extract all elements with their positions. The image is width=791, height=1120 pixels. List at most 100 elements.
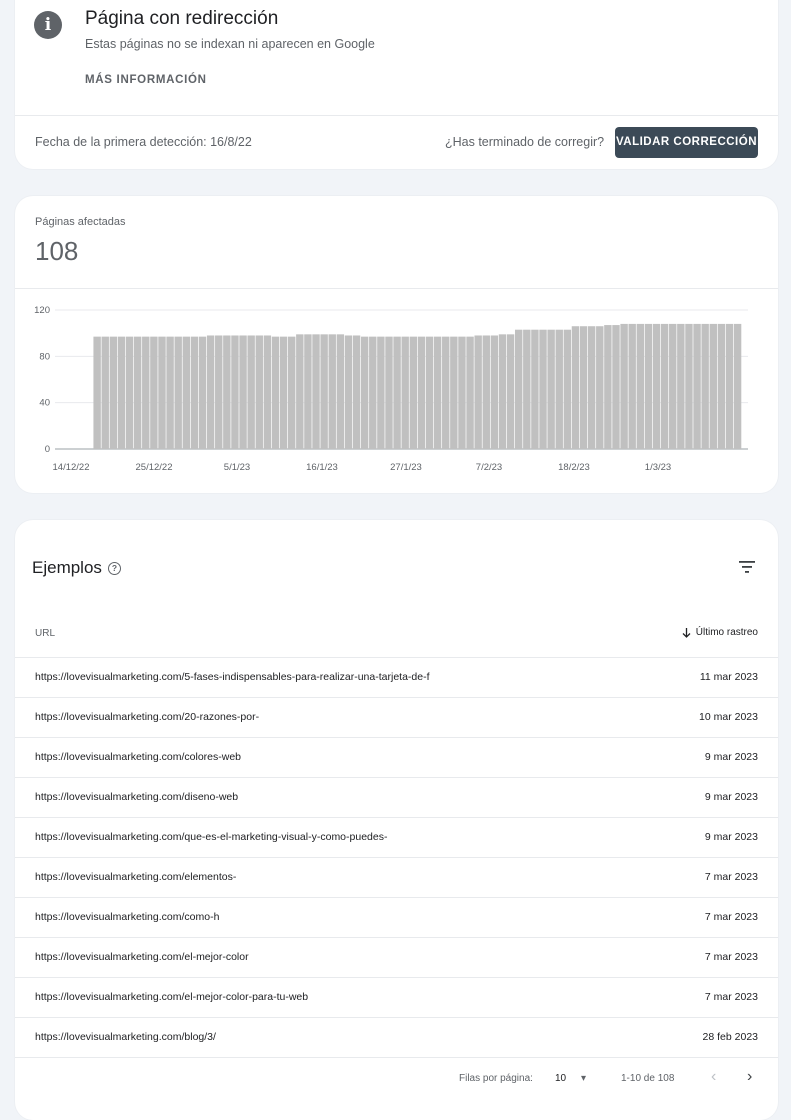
chart-bar[interactable] bbox=[369, 336, 377, 449]
chart-bar[interactable] bbox=[498, 334, 507, 449]
chart-bar[interactable] bbox=[685, 323, 693, 449]
chart-bar[interactable] bbox=[547, 329, 555, 449]
chart-bar[interactable] bbox=[433, 336, 442, 449]
chart-bar[interactable] bbox=[669, 323, 677, 449]
more-info-link[interactable]: MÁS INFORMACIÓN bbox=[85, 74, 207, 86]
chart-bar[interactable] bbox=[425, 336, 434, 449]
chart-bar[interactable] bbox=[247, 335, 255, 449]
validate-fix-button[interactable]: VALIDAR CORRECCIÓN bbox=[615, 127, 758, 158]
table-row[interactable]: https://lovevisualmarketing.com/el-mejor… bbox=[15, 977, 778, 1017]
chart-bar[interactable] bbox=[539, 329, 547, 449]
table-row[interactable]: https://lovevisualmarketing.com/blog/3/2… bbox=[15, 1017, 778, 1057]
chart-bar[interactable] bbox=[198, 336, 207, 449]
chart-bar[interactable] bbox=[304, 334, 312, 449]
chart-bar[interactable] bbox=[490, 335, 499, 449]
chart-bar[interactable] bbox=[693, 323, 701, 449]
chart-bar[interactable] bbox=[401, 336, 409, 449]
chart-bar[interactable] bbox=[279, 336, 288, 449]
table-row[interactable]: https://lovevisualmarketing.com/el-mejor… bbox=[15, 937, 778, 977]
column-header-url[interactable]: URL bbox=[35, 628, 56, 639]
chart-bar[interactable] bbox=[571, 326, 580, 449]
chart-bar[interactable] bbox=[344, 335, 353, 449]
chart-bar[interactable] bbox=[215, 335, 223, 449]
chart-bar[interactable] bbox=[93, 336, 101, 449]
chart-bar[interactable] bbox=[531, 329, 539, 449]
chart-bar[interactable] bbox=[263, 335, 272, 449]
chart-bar[interactable] bbox=[458, 336, 466, 449]
table-row[interactable]: https://lovevisualmarketing.com/diseno-w… bbox=[15, 777, 778, 817]
chart-bar[interactable] bbox=[101, 336, 109, 449]
chart-bar[interactable] bbox=[133, 336, 142, 449]
filter-icon[interactable] bbox=[737, 560, 757, 574]
table-row[interactable]: https://lovevisualmarketing.com/5-fases-… bbox=[15, 657, 778, 697]
chart-bar[interactable] bbox=[523, 329, 531, 449]
chart-bar[interactable] bbox=[166, 336, 174, 449]
chart-bar[interactable] bbox=[555, 329, 563, 449]
chart-bar[interactable] bbox=[125, 336, 134, 449]
chart-bar[interactable] bbox=[482, 335, 490, 449]
chart-bar[interactable] bbox=[660, 323, 669, 449]
table-row[interactable]: https://lovevisualmarketing.com/elemento… bbox=[15, 857, 778, 897]
chart-bar[interactable] bbox=[239, 335, 247, 449]
chart-bar[interactable] bbox=[231, 335, 239, 449]
chart-bar[interactable] bbox=[612, 325, 620, 449]
chart-bar[interactable] bbox=[312, 334, 320, 449]
chart-bar[interactable] bbox=[587, 326, 596, 449]
chart-bar[interactable] bbox=[563, 329, 572, 449]
chart-bar[interactable] bbox=[644, 323, 653, 449]
chart-bar[interactable] bbox=[442, 336, 450, 449]
chart-bar[interactable] bbox=[515, 329, 523, 449]
chart-bar[interactable] bbox=[223, 335, 231, 449]
chart-bar[interactable] bbox=[636, 323, 645, 449]
chart-bar[interactable] bbox=[474, 335, 482, 449]
chart-bar[interactable] bbox=[150, 336, 158, 449]
chart-bar[interactable] bbox=[417, 336, 426, 449]
table-row[interactable]: https://lovevisualmarketing.com/que-es-e… bbox=[15, 817, 778, 857]
chart-bar[interactable] bbox=[620, 323, 628, 449]
chart-bar[interactable] bbox=[158, 336, 166, 449]
chart-bar[interactable] bbox=[328, 334, 336, 449]
chart-bar[interactable] bbox=[393, 336, 401, 449]
chart-bar[interactable] bbox=[385, 336, 393, 449]
chart-bar[interactable] bbox=[733, 323, 742, 449]
chart-bar[interactable] bbox=[466, 336, 474, 449]
chart-bar[interactable] bbox=[182, 336, 191, 449]
chart-bar[interactable] bbox=[288, 336, 296, 449]
chart-bar[interactable] bbox=[450, 336, 458, 449]
chart-bar[interactable] bbox=[142, 336, 150, 449]
chart-bar[interactable] bbox=[652, 323, 661, 449]
table-row[interactable]: https://lovevisualmarketing.com/colores-… bbox=[15, 737, 778, 777]
chart-bar[interactable] bbox=[717, 323, 726, 449]
chart-bar[interactable] bbox=[725, 323, 734, 449]
chevron-down-icon[interactable]: ▾ bbox=[581, 1073, 587, 1084]
chart-bar[interactable] bbox=[352, 335, 361, 449]
table-row[interactable]: https://lovevisualmarketing.com/como-h 7 … bbox=[15, 897, 778, 937]
chart-bar[interactable] bbox=[336, 334, 345, 449]
chart-bar[interactable] bbox=[628, 323, 636, 449]
table-row[interactable]: https://lovevisualmarketing.com/20-razon… bbox=[15, 697, 778, 737]
help-icon[interactable]: ? bbox=[108, 562, 121, 575]
chart-bar[interactable] bbox=[206, 335, 215, 449]
chart-bar[interactable] bbox=[255, 335, 263, 449]
chart-bar[interactable] bbox=[360, 336, 369, 449]
chart-bar[interactable] bbox=[709, 323, 717, 449]
chart-bar[interactable] bbox=[409, 336, 418, 449]
chart-bar[interactable] bbox=[377, 336, 385, 449]
chart-bar[interactable] bbox=[190, 336, 199, 449]
rows-per-page-select[interactable]: 10 bbox=[555, 1073, 567, 1084]
chart-bar[interactable] bbox=[271, 336, 280, 449]
chart-bar[interactable] bbox=[677, 323, 685, 449]
chart-bar[interactable] bbox=[117, 336, 126, 449]
chart-bar[interactable] bbox=[296, 334, 304, 449]
chart-bar[interactable] bbox=[320, 334, 328, 449]
chart-bar[interactable] bbox=[596, 326, 604, 449]
chart-bar[interactable] bbox=[506, 334, 515, 449]
chart-bar[interactable] bbox=[579, 326, 588, 449]
column-header-last-crawl[interactable]: Último rastreo bbox=[682, 627, 758, 638]
prev-page-icon[interactable]: ‹ bbox=[711, 1068, 717, 1085]
chart-bar[interactable] bbox=[701, 323, 709, 449]
chart-bar[interactable] bbox=[604, 325, 612, 449]
chart-bar[interactable] bbox=[174, 336, 182, 449]
chart-bar[interactable] bbox=[109, 336, 118, 449]
next-page-icon[interactable]: › bbox=[747, 1068, 753, 1085]
